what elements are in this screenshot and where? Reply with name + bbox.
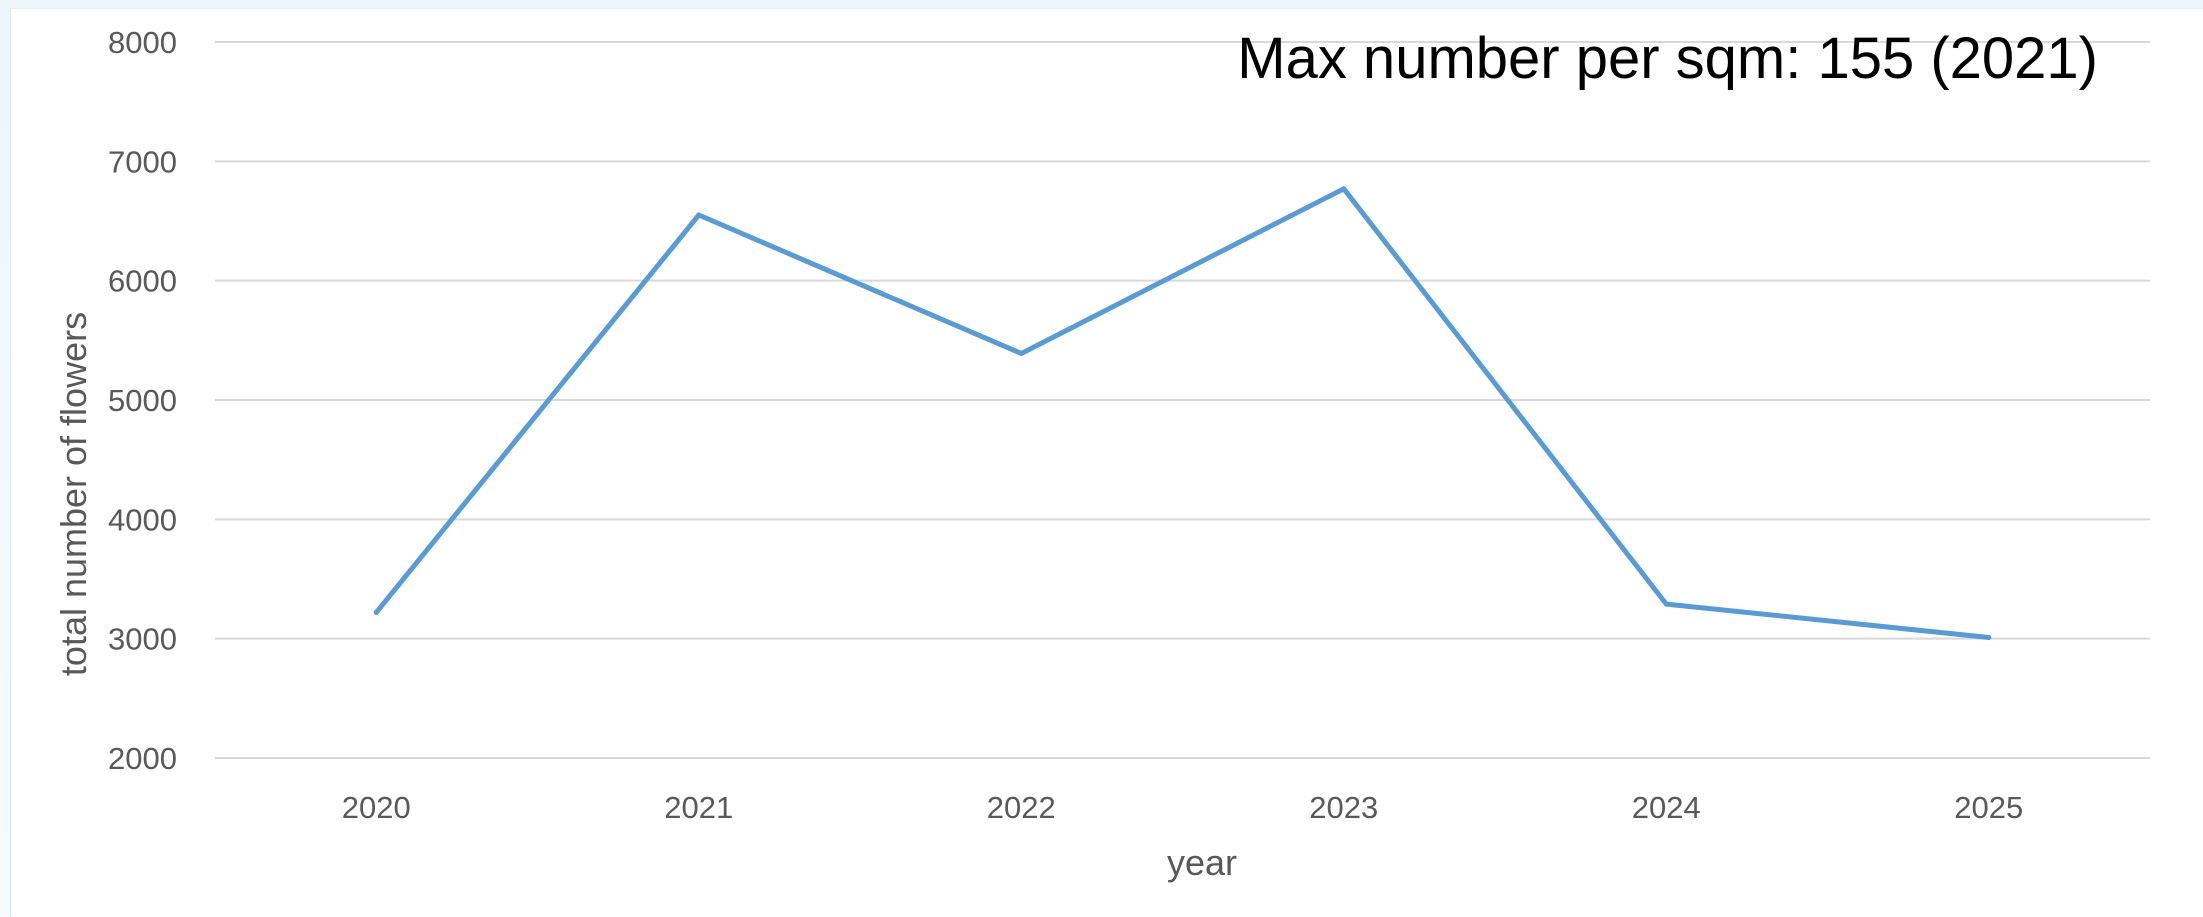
- y-axis-ticks: 2000 3000 4000 5000 6000 7000 8000: [108, 25, 177, 776]
- y-tick-label: 5000: [108, 383, 177, 418]
- x-tick-label: 2023: [1309, 790, 1378, 825]
- x-tick-label: 2022: [987, 790, 1056, 825]
- y-tick-label: 3000: [108, 622, 177, 657]
- chart-panel: [10, 8, 2203, 917]
- x-axis-title: year: [1167, 842, 1237, 883]
- y-axis-title: total number of flowers: [53, 312, 94, 676]
- series-layer: [373, 186, 1992, 640]
- data-point: [1986, 634, 1992, 640]
- x-tick-label: 2025: [1954, 790, 2023, 825]
- data-point: [696, 212, 702, 218]
- chart-annotation: Max number per sqm: 155 (2021): [1237, 26, 2098, 91]
- y-tick-label: 8000: [108, 25, 177, 60]
- x-tick-label: 2024: [1632, 790, 1701, 825]
- y-tick-label: 4000: [108, 502, 177, 537]
- x-tick-label: 2021: [664, 790, 733, 825]
- y-tick-label: 2000: [108, 741, 177, 776]
- gridlines: [215, 41, 2150, 759]
- data-point: [1018, 350, 1024, 356]
- y-tick-label: 7000: [108, 144, 177, 179]
- series-line: [373, 186, 1992, 640]
- x-tick-label: 2020: [342, 790, 411, 825]
- data-point: [1341, 186, 1347, 192]
- data-point: [1663, 601, 1669, 607]
- data-point: [373, 609, 379, 615]
- y-tick-label: 6000: [108, 264, 177, 299]
- x-axis-ticks: 2020 2021 2022 2023 2024 2025: [342, 790, 2023, 825]
